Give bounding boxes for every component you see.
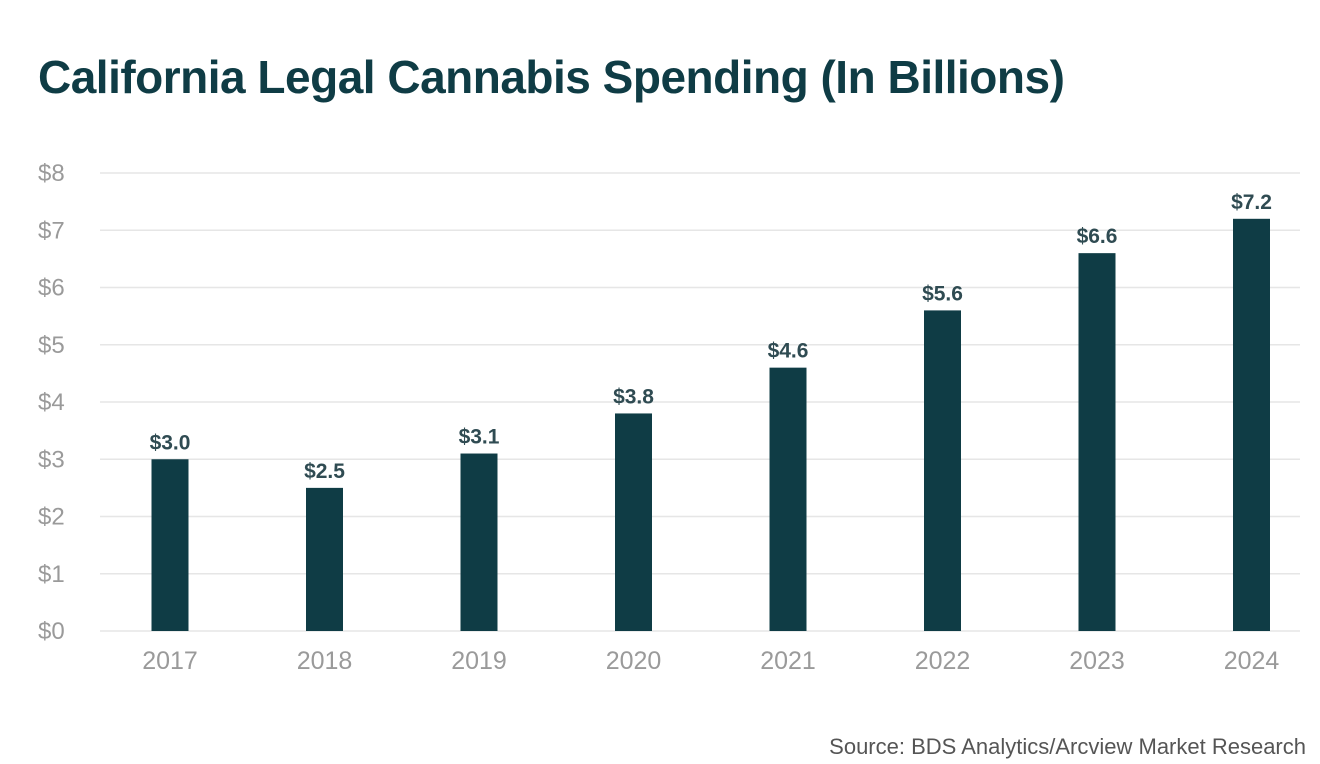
gridlines	[100, 172, 1300, 632]
bars	[151, 218, 1270, 632]
bar-2019	[460, 453, 498, 631]
data-label-2017: $3.0	[150, 431, 191, 454]
bar-2023	[1078, 253, 1116, 631]
x-category-label-2021: 2021	[760, 647, 816, 675]
y-tick-label: $0	[38, 618, 65, 645]
x-category-label-2022: 2022	[915, 647, 971, 675]
data-label-2021: $4.6	[768, 340, 809, 363]
chart-title: California Legal Cannabis Spending (In B…	[38, 51, 1065, 103]
data-labels: $3.0 $2.5 $3.1 $3.8 $4.6 $5.6 $6.6 $7.2	[150, 191, 1272, 483]
y-tick-label: $2	[38, 504, 65, 531]
y-tick-label: $7	[38, 217, 65, 244]
data-label-2019: $3.1	[459, 426, 500, 449]
y-tick-label: $8	[38, 160, 65, 187]
data-label-2024: $7.2	[1231, 191, 1272, 214]
y-tick-label: $4	[38, 389, 65, 416]
y-tick-label: $6	[38, 275, 65, 302]
bar-2021	[769, 367, 807, 631]
y-tick-label: $3	[38, 446, 65, 473]
bar-2024	[1233, 218, 1270, 632]
x-category-label-2024: 2024	[1224, 647, 1280, 675]
x-category-label-2019: 2019	[451, 647, 507, 675]
bar-2022	[924, 310, 961, 631]
x-category-label-2018: 2018	[297, 647, 353, 675]
data-label-2020: $3.8	[613, 385, 654, 408]
x-axis-categories: 2017 2018 2019 2020 2021 2022 2023 2024	[142, 647, 1279, 675]
x-category-label-2017: 2017	[142, 647, 198, 675]
x-category-label-2023: 2023	[1069, 647, 1125, 675]
bar-2017	[151, 459, 189, 631]
data-label-2023: $6.6	[1077, 225, 1118, 248]
data-label-2018: $2.5	[304, 460, 345, 483]
source-note: Source: BDS Analytics/Arcview Market Res…	[829, 734, 1306, 759]
y-axis-ticks: $0 $1 $2 $3 $4 $5 $6 $7 $8	[38, 160, 65, 645]
y-tick-label: $5	[38, 332, 65, 359]
data-label-2022: $5.6	[922, 282, 963, 305]
x-category-label-2020: 2020	[606, 647, 662, 675]
bar-2020	[615, 413, 652, 631]
y-tick-label: $1	[38, 561, 65, 588]
bar-2018	[306, 487, 343, 631]
